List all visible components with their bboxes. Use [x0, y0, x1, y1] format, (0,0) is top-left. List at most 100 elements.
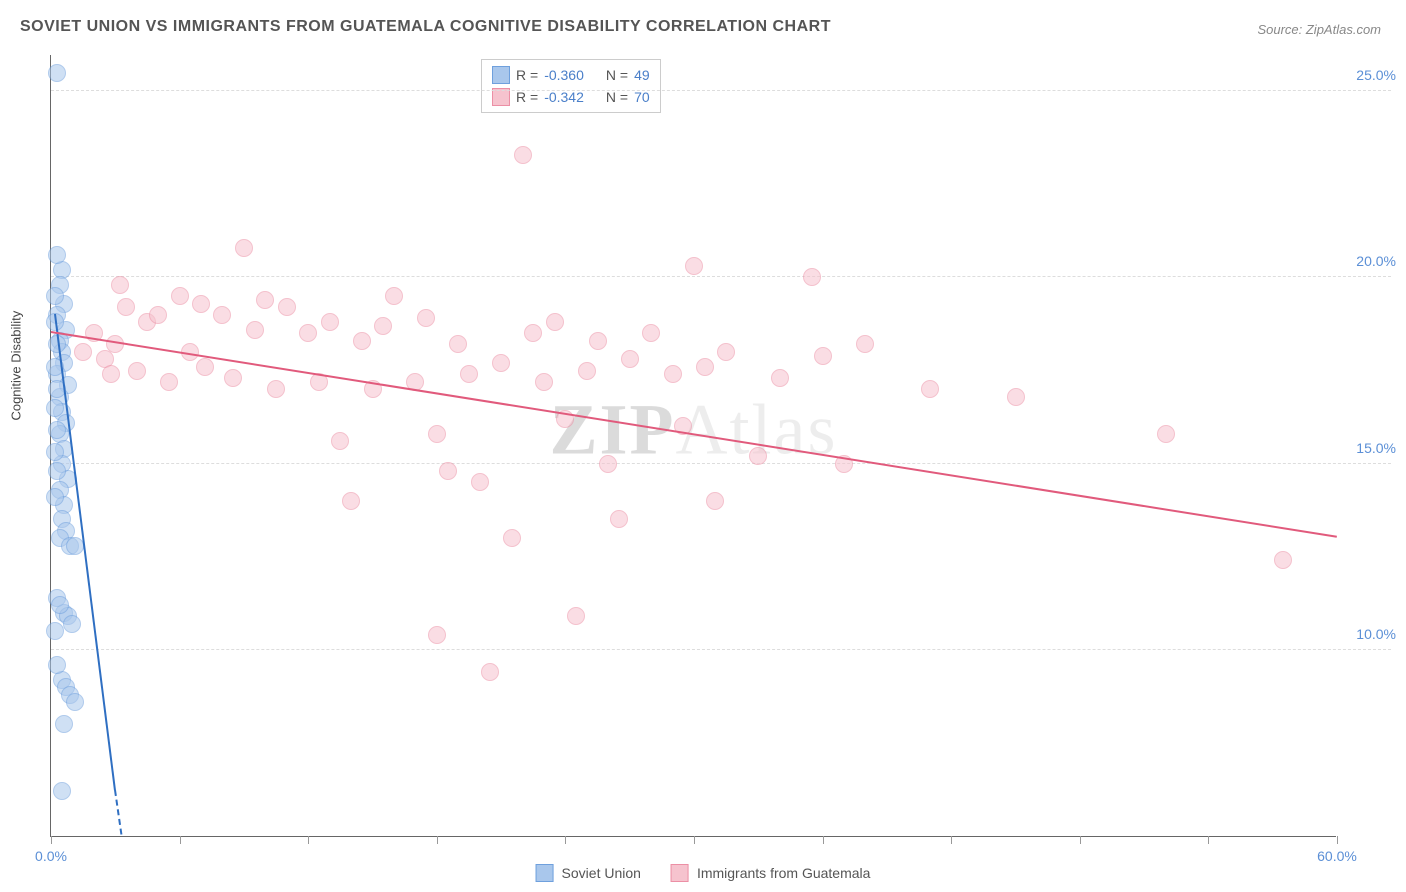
source-label: Source: ZipAtlas.com: [1257, 22, 1381, 37]
data-point: [256, 291, 274, 309]
data-point: [246, 321, 264, 339]
data-point: [106, 335, 124, 353]
data-point: [278, 298, 296, 316]
data-point: [621, 350, 639, 368]
x-tick: [1080, 836, 1081, 844]
x-tick-label: 0.0%: [35, 848, 67, 864]
legend-item-2: Immigrants from Guatemala: [671, 864, 871, 882]
gridline: [51, 90, 1391, 91]
data-point: [460, 365, 478, 383]
data-point: [535, 373, 553, 391]
data-point: [1007, 388, 1025, 406]
data-point: [55, 715, 73, 733]
data-point: [48, 64, 66, 82]
gridline: [51, 649, 1391, 650]
watermark: ZIPAtlas: [549, 388, 837, 471]
data-point: [46, 488, 64, 506]
x-tick: [51, 836, 52, 844]
r-value-2: -0.342: [544, 89, 584, 105]
data-point: [51, 596, 69, 614]
data-point: [749, 447, 767, 465]
data-point: [428, 626, 446, 644]
data-point: [149, 306, 167, 324]
y-tick-label: 20.0%: [1356, 253, 1396, 269]
data-point: [514, 146, 532, 164]
chart-title: SOVIET UNION VS IMMIGRANTS FROM GUATEMAL…: [20, 18, 831, 36]
data-point: [417, 309, 435, 327]
data-point: [374, 317, 392, 335]
y-tick-label: 25.0%: [1356, 67, 1396, 83]
data-point: [524, 324, 542, 342]
x-tick-label: 60.0%: [1317, 848, 1357, 864]
data-point: [353, 332, 371, 350]
x-tick: [1337, 836, 1338, 844]
data-point: [66, 693, 84, 711]
data-point: [503, 529, 521, 547]
x-tick: [308, 836, 309, 844]
data-point: [160, 373, 178, 391]
data-point: [803, 268, 821, 286]
n-label: N =: [606, 67, 628, 83]
n-label: N =: [606, 89, 628, 105]
x-tick: [1208, 836, 1209, 844]
data-point: [567, 607, 585, 625]
data-point: [102, 365, 120, 383]
data-point: [235, 239, 253, 257]
data-point: [385, 287, 403, 305]
data-point: [74, 343, 92, 361]
y-tick-label: 15.0%: [1356, 440, 1396, 456]
data-point: [642, 324, 660, 342]
r-label: R =: [516, 89, 538, 105]
data-point: [53, 782, 71, 800]
data-point: [685, 257, 703, 275]
data-point: [814, 347, 832, 365]
stat-legend-box: R = -0.360 N = 49 R = -0.342 N = 70: [481, 59, 661, 113]
data-point: [171, 287, 189, 305]
data-point: [117, 298, 135, 316]
bottom-legend: Soviet Union Immigrants from Guatemala: [536, 864, 871, 882]
data-point: [578, 362, 596, 380]
data-point: [439, 462, 457, 480]
data-point: [696, 358, 714, 376]
data-point: [492, 354, 510, 372]
n-value-1: 49: [634, 67, 650, 83]
data-point: [546, 313, 564, 331]
data-point: [63, 615, 81, 633]
data-point: [481, 663, 499, 681]
data-point: [224, 369, 242, 387]
data-point: [331, 432, 349, 450]
data-point: [856, 335, 874, 353]
stat-row-1: R = -0.360 N = 49: [492, 64, 650, 86]
data-point: [771, 369, 789, 387]
data-point: [589, 332, 607, 350]
data-point: [664, 365, 682, 383]
x-tick: [694, 836, 695, 844]
legend-label-1: Soviet Union: [562, 865, 641, 881]
data-point: [449, 335, 467, 353]
data-point: [48, 421, 66, 439]
data-point: [1157, 425, 1175, 443]
data-point: [342, 492, 360, 510]
data-point: [213, 306, 231, 324]
data-point: [66, 537, 84, 555]
data-point: [299, 324, 317, 342]
data-point: [48, 656, 66, 674]
data-point: [471, 473, 489, 491]
r-value-1: -0.360: [544, 67, 584, 83]
x-tick: [823, 836, 824, 844]
legend-item-1: Soviet Union: [536, 864, 641, 882]
gridline: [51, 276, 1391, 277]
data-point: [610, 510, 628, 528]
x-tick: [180, 836, 181, 844]
gridline: [51, 463, 1391, 464]
data-point: [46, 399, 64, 417]
data-point: [706, 492, 724, 510]
data-point: [46, 287, 64, 305]
legend-swatch-2: [671, 864, 689, 882]
data-point: [717, 343, 735, 361]
data-point: [321, 313, 339, 331]
x-tick: [565, 836, 566, 844]
x-tick: [951, 836, 952, 844]
data-point: [48, 462, 66, 480]
x-tick: [437, 836, 438, 844]
